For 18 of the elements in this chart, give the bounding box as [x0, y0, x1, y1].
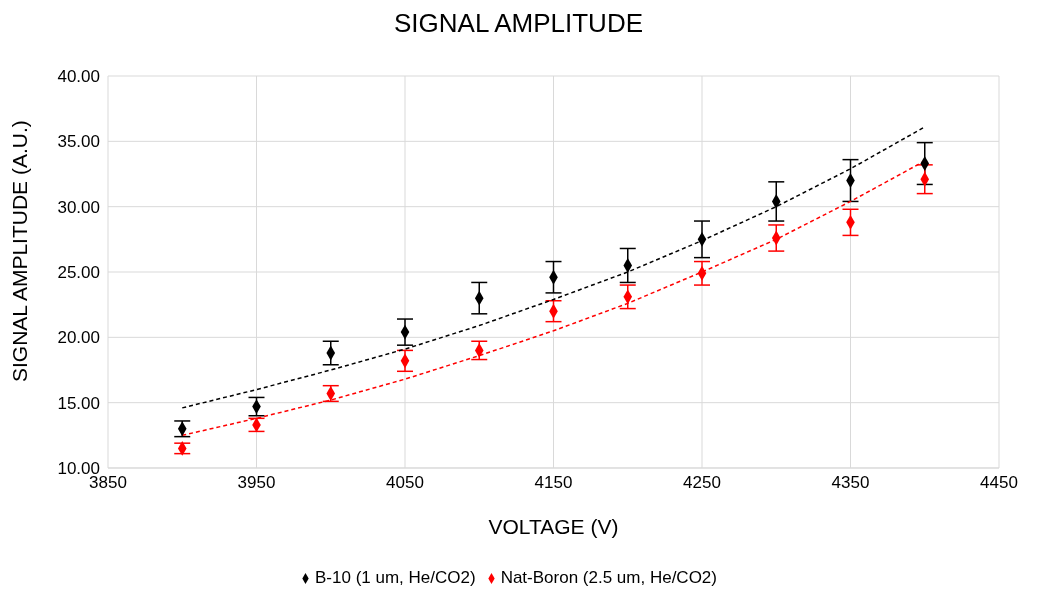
y-tick-label: 25.00: [57, 263, 100, 283]
y-tick-label: 40.00: [57, 67, 100, 87]
y-tick-label: 15.00: [57, 393, 100, 413]
legend-label: Nat-Boron (2.5 um, He/CO2): [500, 568, 717, 587]
line-series: [181, 126, 926, 409]
y-tick-label: 30.00: [57, 197, 100, 217]
y-axis-title: SIGNAL AMPLITUDE (A.U.): [8, 120, 32, 382]
chart-title: SIGNAL AMPLITUDE: [393, 8, 644, 40]
x-tick-label: 4050: [386, 473, 424, 493]
x-tick-label: 4350: [831, 473, 870, 493]
x-tick-label: 4450: [980, 473, 1018, 493]
x-tick-label: 4150: [534, 473, 573, 493]
y-tick-label: 35.00: [57, 132, 100, 152]
x-tick-label: 3950: [237, 473, 276, 493]
legend-label: B-10 (1 um, He/CO2): [315, 568, 476, 587]
x-tick-label: 4250: [683, 473, 721, 493]
x-axis-title: VOLTAGE (V): [488, 515, 619, 538]
y-tick-label: 20.00: [57, 328, 100, 348]
